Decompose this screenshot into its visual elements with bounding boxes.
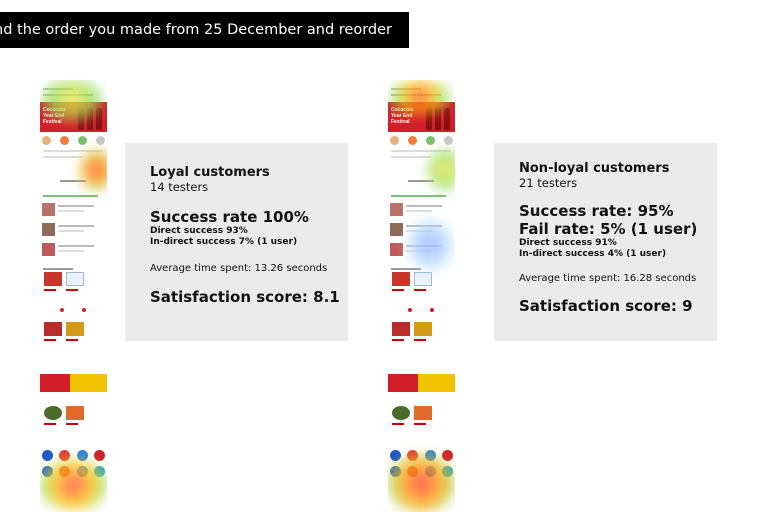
products-screen (40, 266, 107, 316)
tabs-line[interactable] (43, 195, 98, 197)
nonloyal-indirect-success: In-direct success 4% (1 user) (519, 249, 667, 259)
status-bar (388, 80, 455, 86)
tabs-line[interactable] (391, 195, 446, 197)
bottle-image (426, 108, 432, 130)
nonloyal-results-card: Non-loyal customers 21 testers Success r… (494, 143, 717, 341)
loyal-results-card: Loyal customers 14 testers Success rate … (125, 143, 348, 341)
products-screen-3 (388, 402, 455, 442)
product-card[interactable] (44, 272, 62, 296)
product-card[interactable] (392, 406, 410, 430)
nonloyal-average-time: Average time spent: 16.28 seconds (519, 273, 697, 284)
nonloyal-testers: 21 testers (519, 176, 578, 190)
list-item[interactable] (42, 242, 105, 258)
add-button[interactable] (82, 308, 86, 312)
product-card[interactable] (66, 406, 84, 430)
brand-row[interactable] (42, 466, 105, 478)
add-button[interactable] (60, 308, 64, 312)
product-card[interactable] (66, 322, 84, 346)
promo-strip (388, 370, 455, 396)
section-title (43, 268, 73, 270)
section-title (391, 268, 421, 270)
bottle-image (444, 108, 450, 130)
nonloyal-title: Non-loyal customers (519, 161, 670, 176)
loyal-heatmap-screens: Cocacola Year End Festival (40, 80, 107, 512)
header-line (391, 88, 421, 90)
products-screen (388, 266, 455, 316)
task-instruction-banner: nd the order you made from 25 December a… (0, 12, 409, 48)
bottle-image (87, 108, 93, 130)
text-line (391, 150, 451, 152)
list-item[interactable] (390, 242, 453, 258)
loyal-success-rate: Success rate 100% (150, 208, 309, 226)
products-screen-2 (40, 320, 107, 360)
yellow-promo-banner[interactable] (40, 374, 107, 392)
promo-line-3: Festival (43, 119, 62, 125)
brands-screen (40, 444, 107, 512)
nonloyal-direct-success: Direct success 91% (519, 238, 617, 248)
loyal-average-time: Average time spent: 13.26 seconds (150, 263, 328, 274)
list-item[interactable] (390, 222, 453, 238)
task-instruction-text: nd the order you made from 25 December a… (0, 22, 393, 38)
nav-line[interactable] (408, 180, 434, 182)
loyal-indirect-success: In-direct success 7% (1 user) (150, 237, 298, 247)
loyal-testers: 14 testers (150, 180, 209, 194)
brands-screen (388, 444, 455, 512)
loyal-direct-success: Direct success 93% (150, 226, 248, 236)
search-bar[interactable] (43, 94, 93, 96)
loyal-title: Loyal customers (150, 165, 270, 180)
home-screen: Cocacola Year End Festival (40, 80, 107, 188)
text-line (391, 156, 431, 158)
add-button[interactable] (430, 308, 434, 312)
products-screen-3 (40, 402, 107, 442)
nav-line[interactable] (60, 180, 86, 182)
product-card[interactable] (414, 322, 432, 346)
product-card[interactable] (414, 406, 432, 430)
nonloyal-satisfaction: Satisfaction score: 9 (519, 297, 693, 315)
text-line (43, 156, 83, 158)
bottle-image (435, 108, 441, 130)
promo-banner[interactable]: Cocacola Year End Festival (388, 102, 455, 132)
promo-banner[interactable]: Cocacola Year End Festival (40, 102, 107, 132)
category-row[interactable] (390, 136, 453, 146)
loyal-satisfaction: Satisfaction score: 8.1 (150, 288, 340, 306)
bottle-image (96, 108, 102, 130)
orders-screen (388, 192, 455, 264)
category-row[interactable] (42, 136, 105, 146)
status-bar (40, 80, 107, 86)
promo-banner-title: Cocacola Year End Festival (391, 107, 413, 125)
bottle-image (78, 108, 84, 130)
orders-screen (40, 192, 107, 264)
promo-banner-title: Cocacola Year End Festival (43, 107, 65, 125)
product-card[interactable] (66, 272, 84, 296)
nonloyal-fail-rate: Fail rate: 5% (1 user) (519, 220, 698, 238)
promo-strip (40, 370, 107, 396)
add-button[interactable] (408, 308, 412, 312)
products-screen-2 (388, 320, 455, 360)
list-item[interactable] (42, 222, 105, 238)
nonloyal-success-rate: Success rate: 95% (519, 202, 674, 220)
list-item[interactable] (42, 202, 105, 218)
list-item[interactable] (390, 202, 453, 218)
yellow-promo-banner[interactable] (388, 374, 455, 392)
search-bar[interactable] (391, 94, 441, 96)
brand-row[interactable] (390, 450, 453, 462)
header-line (43, 88, 73, 90)
product-card[interactable] (392, 322, 410, 346)
home-screen: Cocacola Year End Festival (388, 80, 455, 188)
product-card[interactable] (414, 272, 432, 296)
promo-line-3: Festival (391, 119, 410, 125)
nonloyal-heatmap-screens: Cocacola Year End Festival (388, 80, 455, 512)
text-line (43, 150, 103, 152)
product-card[interactable] (44, 406, 62, 430)
product-card[interactable] (44, 322, 62, 346)
product-card[interactable] (392, 272, 410, 296)
promo-line-2: Year End (391, 113, 413, 119)
brand-row[interactable] (42, 450, 105, 462)
brand-row[interactable] (390, 466, 453, 478)
